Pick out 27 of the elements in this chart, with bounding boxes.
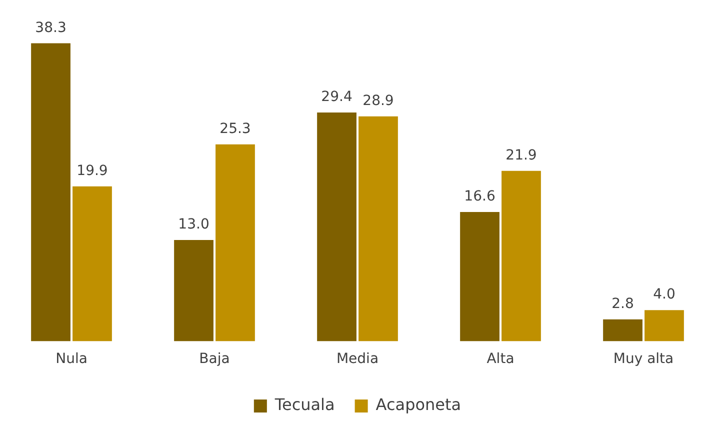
data-label: 4.0 — [653, 286, 676, 303]
data-label: 28.9 — [362, 93, 394, 109]
data-label: 21.9 — [506, 147, 537, 164]
bar — [72, 186, 112, 342]
data-label: 19.9 — [76, 163, 108, 180]
bar — [502, 170, 541, 342]
legend-label: Tecuala — [274, 395, 335, 414]
x-tick-label: Nula — [56, 351, 88, 368]
legend-label: Acaponeta — [376, 395, 462, 414]
bar — [644, 310, 684, 342]
bar — [358, 116, 398, 342]
bar — [603, 319, 642, 342]
data-label: 13.0 — [178, 216, 210, 233]
bar — [460, 212, 500, 342]
bar — [216, 144, 255, 342]
data-label: 38.3 — [35, 20, 66, 36]
x-tick-label: Muy alta — [613, 351, 674, 368]
data-label: 16.6 — [464, 188, 496, 205]
bar — [31, 43, 70, 342]
bar — [174, 240, 214, 342]
bar — [317, 112, 356, 342]
x-tick-label: Baja — [199, 351, 230, 368]
data-label: 25.3 — [220, 121, 251, 138]
data-label: 2.8 — [612, 296, 634, 312]
data-label: 29.4 — [321, 89, 352, 106]
x-tick-label: Alta — [486, 351, 514, 368]
x-tick-label: Media — [336, 351, 379, 368]
